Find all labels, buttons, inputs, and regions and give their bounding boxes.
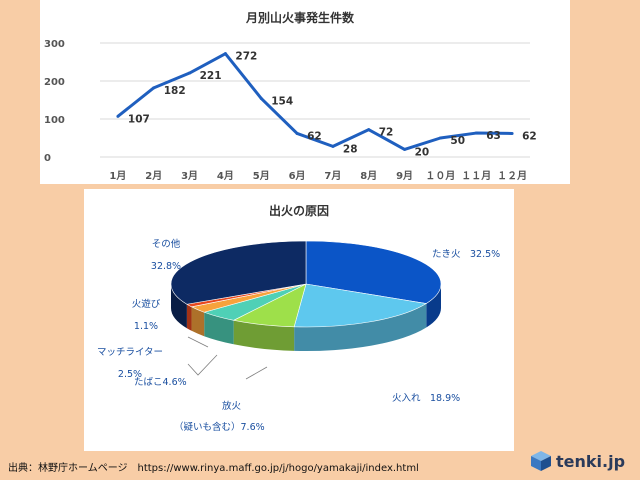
y-tick-label: 0: [44, 153, 51, 164]
x-tick-label: １２月: [497, 170, 527, 182]
monthly-fire-chart-panel: 月別山火事発生件数 0 100 200 300 1月 2月 3月 4月 5月 6月 7月 8月 9月 １…: [40, 0, 570, 184]
line-series: [116, 52, 513, 151]
pie-label: たき火 32.5%: [432, 249, 500, 260]
fire-cause-chart-panel: 出火の原因 たき火 32.5% 火入れ 18.9% 放火 （疑いも含む）7.6% たばこ…: [84, 189, 514, 451]
pie-slice-side: [186, 304, 192, 331]
data-point: [367, 128, 371, 132]
data-label: 72: [379, 127, 394, 139]
data-label: 182: [164, 85, 186, 97]
pie-label: マッチライター: [97, 347, 163, 358]
pie-label-pct: 1.1%: [134, 321, 158, 332]
pie-slice-side: [191, 306, 205, 337]
y-tick-label: 200: [44, 77, 65, 88]
data-point: [510, 131, 514, 135]
data-point: [403, 147, 407, 151]
data-label: 62: [522, 130, 537, 142]
data-point: [331, 144, 335, 148]
pie-label: その他: [152, 238, 181, 250]
data-label: 221: [200, 70, 222, 82]
x-tick-label: １１月: [461, 170, 491, 182]
pie-slice: [305, 240, 442, 304]
data-point: [259, 96, 263, 100]
data-point: [116, 114, 120, 118]
data-label: 20: [415, 146, 430, 158]
pie-slice-side: [294, 303, 427, 351]
leader-line: [187, 336, 209, 348]
pie-slice-side: [426, 284, 441, 328]
pie-label: 放火: [222, 400, 242, 412]
pie-label-sub: （疑いも含む）7.6%: [174, 421, 265, 433]
pie-slice-side: [204, 312, 234, 345]
fire-cause-pie-chart: 出火の原因 たき火 32.5% 火入れ 18.9% 放火 （疑いも含む）7.6% たばこ…: [97, 203, 500, 433]
data-label: 154: [271, 95, 293, 107]
x-tick-label: 6月: [289, 170, 306, 182]
data-point: [474, 131, 478, 135]
data-label: 63: [486, 130, 501, 142]
pie-slice: [170, 240, 307, 305]
data-point: [188, 71, 192, 75]
x-tick-label: 8月: [360, 170, 377, 182]
data-label: 28: [343, 143, 358, 155]
pie-slice: [293, 283, 428, 328]
y-tick-label: 100: [44, 115, 65, 126]
pie-label: 火遊び: [132, 298, 161, 310]
data-label: 50: [450, 135, 465, 147]
pie-label-pct: 32.8%: [151, 261, 181, 272]
x-tick-label: 3月: [181, 170, 198, 182]
x-tick-label: 9月: [396, 170, 413, 182]
pie-chart-title: 出火の原因: [269, 203, 329, 218]
cube-icon: [531, 451, 551, 471]
source-credit: 出典：林野庁ホームページ https://www.rinya.maff.go.j…: [8, 463, 419, 474]
data-label: 107: [128, 113, 150, 125]
pie-label-pct: 2.5%: [118, 369, 142, 380]
data-point: [223, 52, 227, 56]
line-chart-title: 月別山火事発生件数: [245, 10, 355, 25]
data-label: 272: [235, 51, 257, 63]
x-tick-label: 1月: [109, 170, 126, 182]
pie-label: 火入れ 18.9%: [392, 393, 460, 404]
data-point: [152, 86, 156, 90]
x-tick-label: １０月: [425, 170, 455, 182]
leader-line: [245, 366, 268, 380]
leader-line: [187, 354, 218, 376]
x-tick-label: 7月: [324, 170, 341, 182]
y-tick-label: 300: [44, 39, 65, 50]
data-point: [438, 136, 442, 140]
x-tick-label: 5月: [253, 170, 270, 182]
data-label: 62: [307, 130, 322, 142]
brand-name: tenki.jp: [556, 451, 626, 471]
x-tick-label: 4月: [217, 170, 234, 182]
pie-label: たばこ4.6%: [134, 377, 187, 388]
pie-slice-side: [233, 320, 295, 351]
data-point: [295, 131, 299, 135]
monthly-fire-line-chart: 月別山火事発生件数 0 100 200 300 1月 2月 3月 4月 5月 6月 7月 8月 9月 １…: [44, 10, 537, 182]
x-tick-label: 2月: [145, 170, 162, 182]
pie-slice-side: [171, 284, 187, 329]
tenki-logo[interactable]: tenki.jp: [530, 450, 625, 472]
